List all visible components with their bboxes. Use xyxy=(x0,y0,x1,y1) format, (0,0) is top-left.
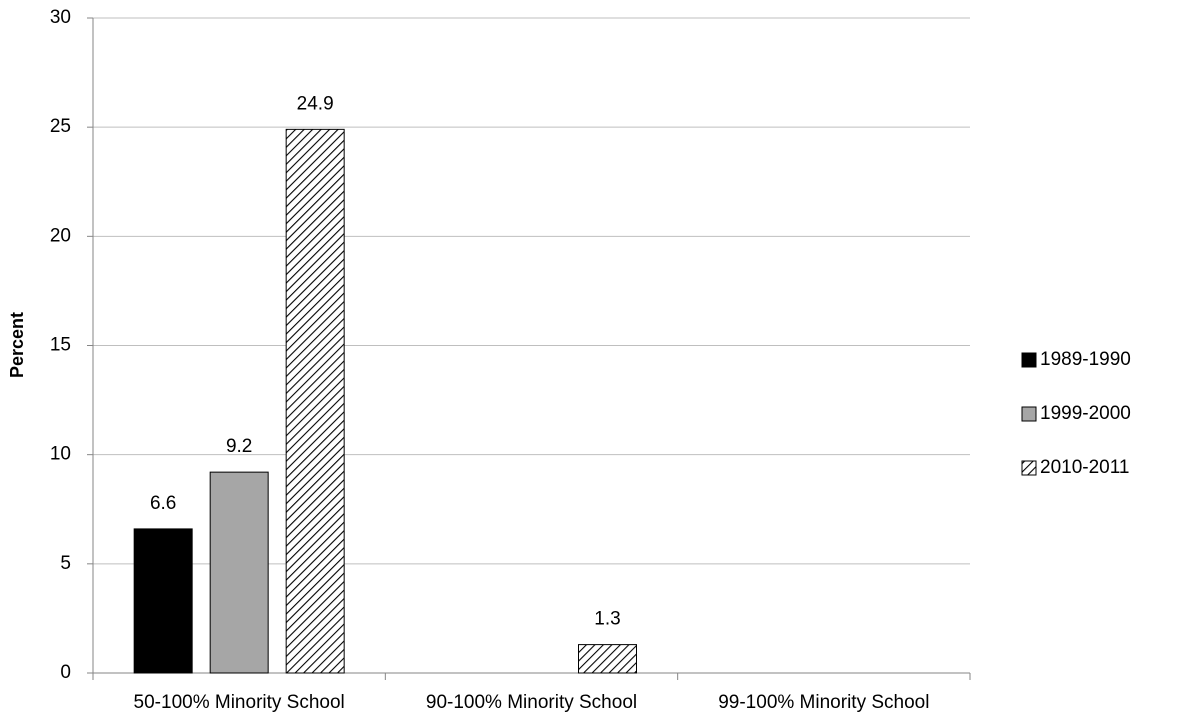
bar xyxy=(578,644,637,674)
data-label: 6.6 xyxy=(150,493,176,514)
y-tick-label: 25 xyxy=(50,116,71,137)
bar xyxy=(285,128,345,674)
y-tick-label: 20 xyxy=(50,225,71,246)
bar xyxy=(133,528,193,674)
x-tick-label: 99-100% Minority School xyxy=(718,692,929,713)
y-axis-label: Percent xyxy=(7,312,27,378)
data-label: 9.2 xyxy=(226,436,252,457)
y-tick-label: 0 xyxy=(60,662,71,683)
x-tick-label: 90-100% Minority School xyxy=(426,692,637,713)
legend-label: 2010-2011 xyxy=(1040,457,1129,478)
data-label: 24.9 xyxy=(297,93,334,114)
legend-swatch xyxy=(1021,352,1037,368)
legend-label: 1999-2000 xyxy=(1040,403,1131,424)
legend-label: 1989-1990 xyxy=(1040,349,1131,370)
y-tick-label: 10 xyxy=(50,444,71,465)
y-tick-label: 30 xyxy=(50,7,71,28)
legend-swatch xyxy=(1021,406,1037,422)
y-tick-label: 5 xyxy=(60,553,71,574)
bar xyxy=(209,471,269,674)
y-tick-label: 15 xyxy=(50,335,71,356)
x-tick-label: 50-100% Minority School xyxy=(134,692,345,713)
legend-swatch xyxy=(1021,460,1037,476)
data-label: 1.3 xyxy=(594,609,620,630)
